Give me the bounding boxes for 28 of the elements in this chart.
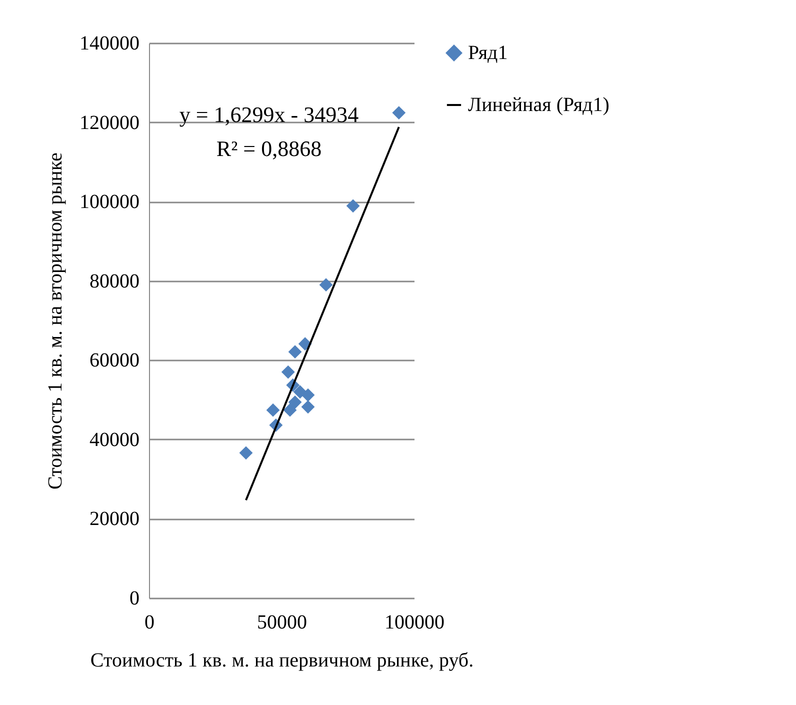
annotation: R² = 0,8868: [216, 136, 322, 161]
y-tick-label: 100000: [80, 191, 140, 214]
y-tick-label: 140000: [80, 32, 140, 54]
legend-label: Ряд1: [468, 42, 508, 64]
y-tick-label: 60000: [90, 350, 140, 372]
point: [319, 278, 333, 292]
point: [301, 400, 315, 414]
point: [301, 388, 315, 402]
point: [239, 446, 253, 460]
point: [266, 403, 280, 417]
point: [288, 395, 302, 409]
x-tick-label: 50000: [257, 612, 307, 634]
y-tick-label: 40000: [90, 428, 140, 451]
point: [288, 345, 302, 359]
point: [392, 106, 406, 120]
point: [346, 199, 360, 213]
y-axis-title: Стоимость 1 кв. м. на вторичном рынке: [44, 152, 66, 490]
legend-label: Линейная (Ряд1): [468, 94, 610, 116]
y-tick-label: 80000: [90, 270, 140, 292]
x-axis-title: Стоимость 1 кв. м. на первичном рынке, руб.: [90, 650, 474, 672]
y-tick-label: 20000: [90, 508, 140, 530]
annotation: y = 1,6299x - 34934: [179, 102, 359, 127]
x-tick-label: 100000: [384, 612, 444, 634]
y-tick-label: 120000: [80, 112, 140, 134]
x-tick-label: 0: [144, 612, 154, 634]
point: [281, 365, 295, 379]
y-tick-label: 0: [130, 588, 140, 610]
point: [283, 403, 297, 417]
